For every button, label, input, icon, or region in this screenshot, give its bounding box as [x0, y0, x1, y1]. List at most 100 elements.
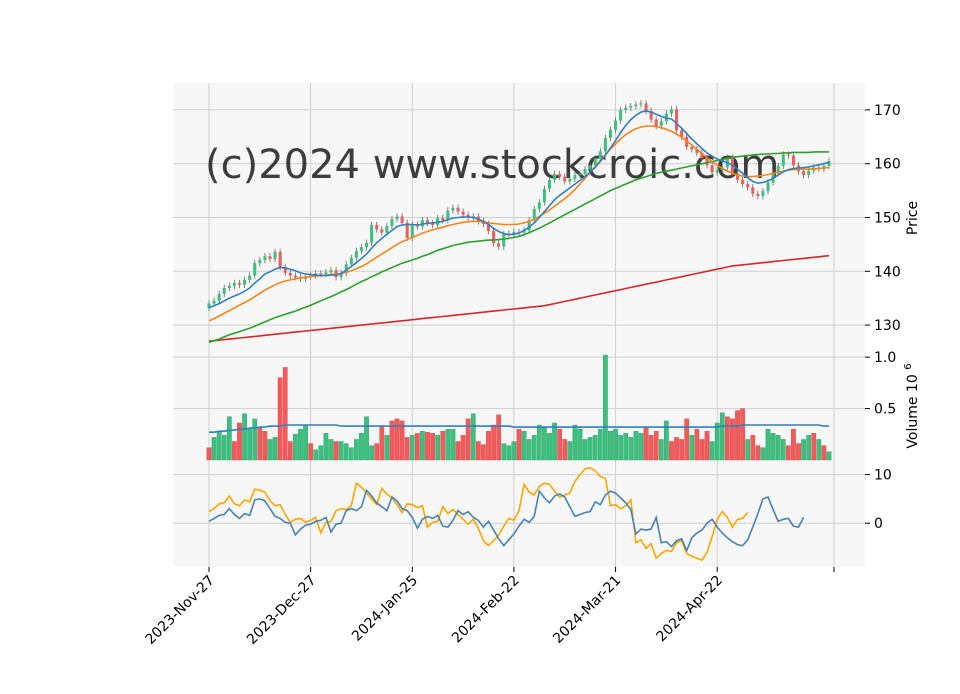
volume-bar — [440, 431, 446, 461]
candle-body — [268, 256, 272, 259]
volume-bar — [384, 435, 390, 461]
volume-bar — [511, 441, 517, 461]
volume-bar — [262, 431, 268, 461]
volume-bar — [399, 420, 405, 461]
candle-body — [786, 154, 790, 156]
candle-body — [553, 173, 557, 180]
candle-body — [522, 230, 526, 233]
candle-body — [461, 211, 465, 215]
candle-body — [283, 266, 287, 273]
volume-bar — [582, 439, 588, 461]
volume-bar — [226, 416, 232, 461]
volume-bar — [750, 435, 756, 461]
volume-axis-label: Volume 10 6 — [903, 363, 921, 448]
candle-body — [359, 247, 363, 251]
volume-bar — [308, 443, 313, 461]
candle-body — [746, 184, 750, 188]
volume-bar — [216, 431, 222, 461]
price-axis-label: Price — [905, 201, 921, 235]
volume-bar — [425, 432, 430, 461]
ma-long-line — [208, 151, 829, 344]
volume-bar — [694, 428, 700, 461]
volume-bar — [516, 428, 522, 461]
candle-body — [537, 202, 541, 209]
candle-body — [608, 129, 612, 138]
x-tick-label: 2024-Mar-21 — [550, 573, 624, 647]
candle-body — [700, 152, 704, 159]
volume-tick-label: 0.5 — [874, 402, 896, 418]
volume-bar — [298, 428, 303, 461]
candle-body — [456, 207, 460, 212]
candle-body — [807, 170, 811, 175]
volume-bar — [338, 441, 344, 461]
candle-body — [598, 151, 602, 159]
candle-body — [405, 222, 409, 238]
candle-body — [497, 243, 501, 247]
candle-body — [761, 191, 765, 196]
volume-bar — [633, 431, 639, 461]
volume-bar — [740, 408, 745, 461]
volume-bar — [323, 433, 329, 461]
candle-body — [410, 224, 414, 238]
volume-bar — [775, 435, 781, 461]
volume-bar — [389, 420, 395, 461]
volume-bar — [826, 451, 832, 461]
volume-bar — [745, 439, 751, 461]
candle-body — [217, 293, 221, 301]
volume-bar — [658, 439, 664, 461]
volume-bar — [247, 428, 253, 461]
volume-bar — [725, 416, 730, 461]
volume-bar — [587, 437, 593, 461]
volume-bar — [364, 416, 369, 461]
candle-body — [756, 193, 760, 196]
volume-bar — [409, 435, 415, 461]
volume-bar — [770, 433, 776, 461]
candle-body — [603, 137, 607, 152]
volume-bar — [450, 428, 456, 461]
candle-body — [232, 283, 236, 286]
volume-bar — [577, 428, 583, 461]
volume-bar — [536, 424, 542, 461]
candle-body — [293, 275, 297, 278]
candle-body — [446, 210, 450, 221]
volume-bar — [816, 439, 822, 461]
volume-bar — [679, 439, 684, 461]
price-tick-label: 140 — [874, 264, 901, 280]
price-panel — [207, 100, 831, 344]
volume-bar — [328, 439, 334, 461]
candle-body — [532, 208, 536, 221]
volume-ma-line — [209, 424, 829, 434]
candle-body — [354, 250, 358, 258]
volume-bar — [613, 428, 618, 461]
volume-bar — [394, 418, 400, 461]
volume-bar — [318, 445, 324, 461]
candle-body — [669, 109, 673, 114]
candle-body — [649, 110, 653, 120]
price-tick-label: 170 — [874, 103, 901, 119]
volume-bar — [242, 413, 247, 461]
oscillator-panel — [208, 466, 805, 562]
volume-bar — [735, 410, 740, 461]
volume-bar — [252, 418, 258, 461]
candle-body — [431, 222, 435, 226]
candle-body — [639, 103, 643, 105]
volume-bar — [562, 439, 568, 461]
candle-body — [329, 270, 333, 273]
candle-body — [547, 179, 552, 189]
volume-bar — [552, 422, 557, 461]
volume-bar — [496, 414, 502, 461]
volume-bar — [531, 435, 537, 461]
candle-body — [243, 279, 247, 285]
candle-body — [426, 220, 430, 223]
volume-bar — [481, 444, 486, 461]
candle-body — [695, 149, 699, 153]
candle-body — [400, 216, 404, 223]
volume-bar — [638, 433, 644, 461]
volume-bar — [664, 420, 669, 461]
volume-bar — [267, 439, 273, 461]
volume-bar — [821, 445, 827, 461]
volume-bar — [221, 435, 227, 461]
candle-body — [237, 283, 242, 285]
volume-bar — [709, 441, 715, 461]
